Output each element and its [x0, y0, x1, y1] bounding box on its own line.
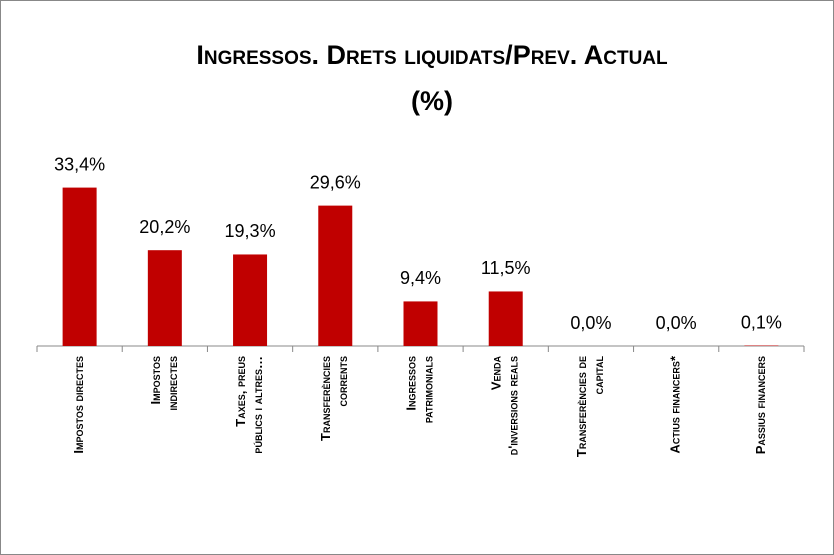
chart-title: (%) [411, 86, 453, 116]
x-tick-label: indirectes [165, 356, 180, 411]
value-label: 0,1% [741, 312, 782, 332]
bar [403, 301, 438, 346]
x-tick-label: corrents [335, 356, 350, 407]
x-tick-label: Passius financers [753, 356, 768, 454]
x-tick-label: capital [591, 356, 606, 395]
x-tick-label: Impostos [148, 356, 163, 404]
x-tick-label: públics i altres… [250, 356, 265, 454]
x-tick-label: d'inversions reals [506, 356, 521, 455]
value-label: 19,3% [225, 221, 276, 241]
x-tick-label: Taxes, preus [233, 356, 248, 427]
value-label: 33,4% [54, 154, 105, 174]
value-label: 0,0% [570, 313, 611, 333]
bar [147, 250, 182, 346]
bar [62, 187, 97, 346]
value-label: 11,5% [481, 258, 531, 278]
bar [488, 291, 523, 346]
x-tick-label: Transferències de [574, 356, 589, 457]
x-tick-label: Ingressos [403, 356, 418, 411]
x-tick-label: Impostos directes [71, 356, 86, 454]
x-tick-label: patrimonials [420, 356, 435, 423]
value-label: 9,4% [400, 268, 441, 288]
value-label: 20,2% [139, 217, 190, 237]
x-tick-label: Venda [489, 356, 504, 391]
x-tick-label: Actius financers* [668, 355, 683, 454]
value-label: 0,0% [656, 313, 697, 333]
value-label: 29,6% [310, 172, 361, 192]
chart-title: Ingressos. Drets liquidats/Prev. Actual [196, 40, 668, 70]
bar [233, 254, 268, 346]
x-tick-label: Transferències [318, 356, 333, 441]
bar [318, 205, 353, 346]
